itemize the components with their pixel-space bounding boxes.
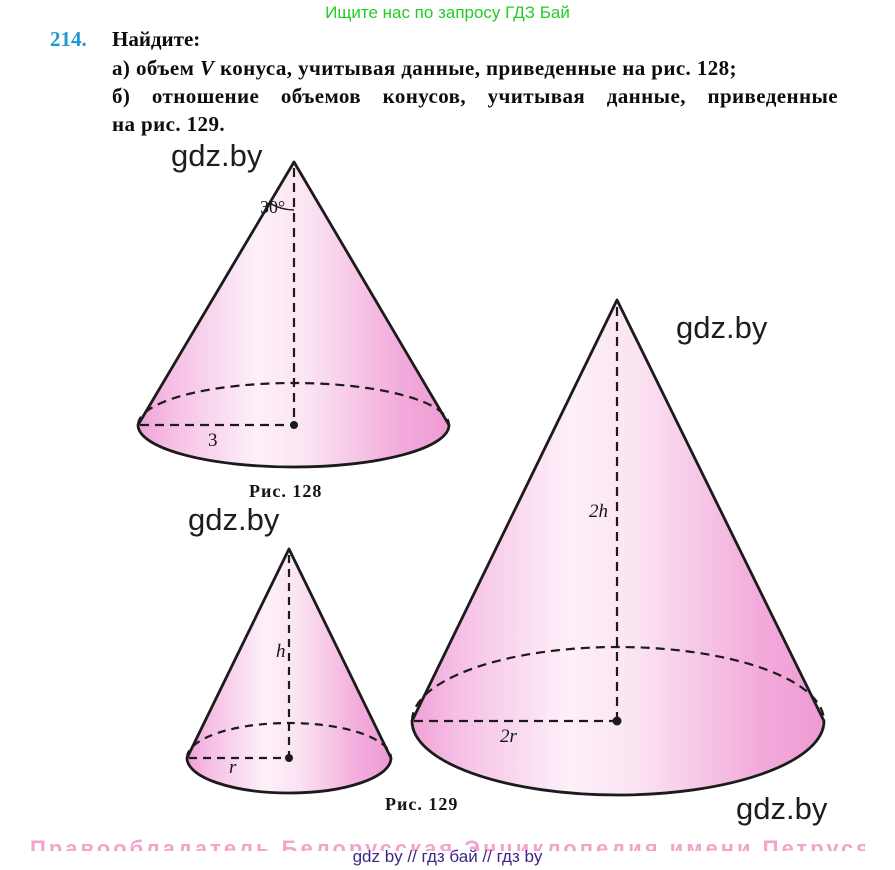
figure-128-caption: Рис. 128	[249, 481, 323, 501]
cone-small-center-dot	[285, 754, 293, 762]
height-label-2h: 2h	[589, 501, 608, 522]
copyright-text: Правообладатель Белорусская Энциклопедия…	[30, 836, 865, 851]
part-a-prefix: а) объем	[112, 56, 200, 80]
cone-large-center-dot	[612, 716, 622, 726]
promo-banner: Ищите нас по запросу ГДЗ Бай	[325, 3, 570, 22]
copyright-clip: Правообладатель Белорусская Энциклопедия…	[30, 836, 865, 851]
problem-lead: Найдите:	[112, 27, 201, 51]
cone-128-surface	[136, 160, 451, 469]
gdz-watermark-top: gdz.by	[171, 138, 263, 173]
problem-part-b-line2: на рис. 129.	[112, 112, 225, 136]
gdz-watermark-middle: gdz.by	[188, 502, 280, 537]
cone-large-drawing	[410, 298, 826, 797]
radius-label-2r: 2r	[500, 726, 517, 747]
part-a-variable: V	[199, 56, 215, 80]
figure-129-caption: Рис. 129	[385, 794, 459, 814]
footer-tagline: gdz by // гдз бай // гдз by	[352, 847, 543, 866]
problem-number: 214.	[50, 27, 87, 51]
cone-128-drawing	[136, 160, 451, 469]
radius-label-3: 3	[208, 430, 218, 451]
gdz-watermark-right: gdz.by	[676, 310, 768, 345]
cone-small-drawing	[185, 547, 393, 795]
radius-label-r: r	[229, 757, 237, 778]
height-label-h: h	[276, 641, 286, 662]
cone-128-angle-arc	[269, 202, 295, 211]
angle-label-30deg: 30°	[260, 197, 286, 217]
cone-128-center-dot	[290, 421, 298, 429]
gdz-watermark-bottom: gdz.by	[736, 791, 828, 826]
problem-part-b-line1: б) отношение объемов конусов, учитывая д…	[112, 84, 838, 108]
problem-part-a: а) объем V конуса, учитывая данные, прив…	[112, 56, 737, 81]
part-a-suffix: конуса, учитывая данные, приведенные на …	[214, 56, 737, 80]
cone-large-base-hidden-edge	[410, 645, 826, 722]
